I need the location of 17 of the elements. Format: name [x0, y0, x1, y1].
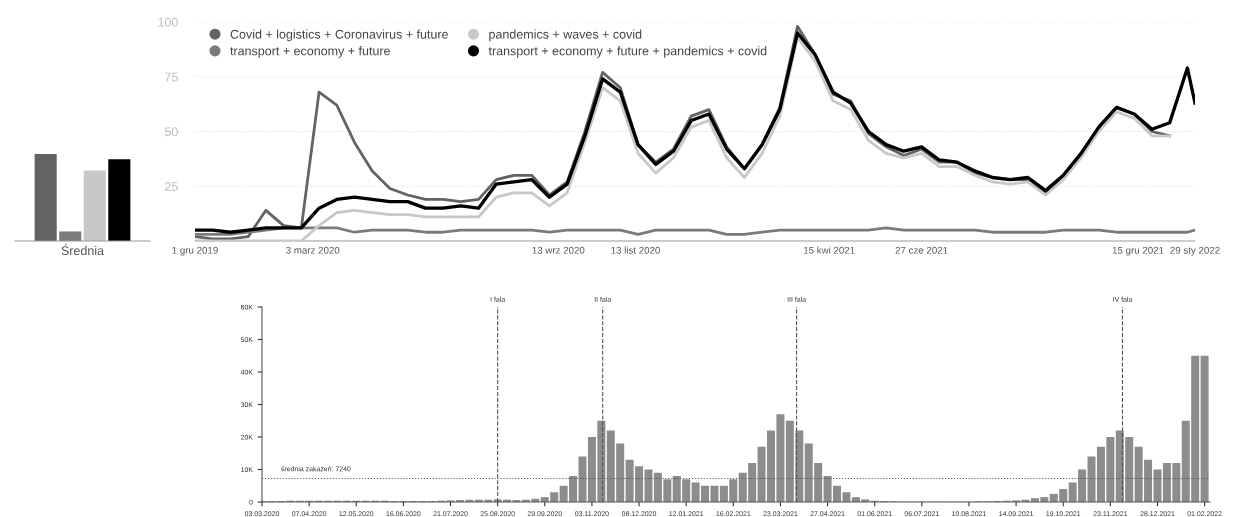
x-tick-label: Średnia [61, 243, 105, 256]
x-tick-label: 13 wrz 2020 [532, 246, 585, 254]
y-tick-label: 75 [165, 72, 178, 82]
x-tick-label: 29 sty 2022 [1170, 246, 1220, 256]
legend-label: Covid + logistics + Coronavirus + future [230, 29, 448, 42]
legend-label: transport + economy + future + pandemics + covid [488, 46, 767, 58]
x-tick-label: 15 kwi 2021 [803, 246, 855, 254]
y-tick-label: 25 [165, 182, 178, 191]
legend-label: pandemics + waves + covid [489, 29, 642, 42]
x-tick-label: 3 marz 2020 [286, 246, 340, 254]
y-tick-label: 50 [164, 127, 178, 137]
y-tick-label: 100 [158, 17, 178, 27]
x-tick-label: 27 cze 2021 [895, 246, 948, 254]
x-tick-label: 1 gru 2019 [172, 246, 218, 256]
legend-label: transport + economy + future [230, 46, 390, 58]
x-tick-label: 15 gru 2021 [1112, 246, 1164, 256]
x-tick-label: 13 list 2020 [611, 246, 660, 254]
